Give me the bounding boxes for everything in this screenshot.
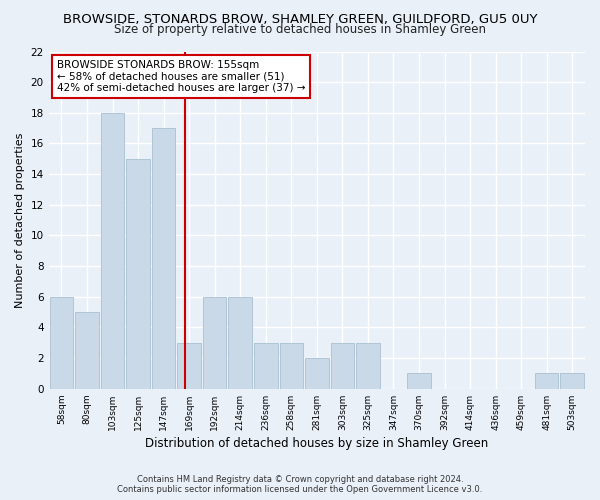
Text: BROWSIDE STONARDS BROW: 155sqm
← 58% of detached houses are smaller (51)
42% of : BROWSIDE STONARDS BROW: 155sqm ← 58% of … bbox=[57, 60, 305, 93]
Bar bbox=[331, 343, 354, 389]
Bar bbox=[280, 343, 303, 389]
Bar bbox=[152, 128, 175, 389]
Bar bbox=[50, 297, 73, 389]
Bar bbox=[560, 374, 584, 389]
Bar bbox=[203, 297, 226, 389]
Bar bbox=[407, 374, 431, 389]
Bar bbox=[305, 358, 329, 389]
Bar bbox=[101, 113, 124, 389]
Text: BROWSIDE, STONARDS BROW, SHAMLEY GREEN, GUILDFORD, GU5 0UY: BROWSIDE, STONARDS BROW, SHAMLEY GREEN, … bbox=[63, 12, 537, 26]
Bar bbox=[229, 297, 252, 389]
Text: Size of property relative to detached houses in Shamley Green: Size of property relative to detached ho… bbox=[114, 22, 486, 36]
X-axis label: Distribution of detached houses by size in Shamley Green: Distribution of detached houses by size … bbox=[145, 437, 488, 450]
Y-axis label: Number of detached properties: Number of detached properties bbox=[15, 132, 25, 308]
Bar bbox=[254, 343, 278, 389]
Bar bbox=[127, 159, 150, 389]
Bar bbox=[75, 312, 99, 389]
Bar bbox=[356, 343, 380, 389]
Bar bbox=[178, 343, 201, 389]
Text: Contains HM Land Registry data © Crown copyright and database right 2024.
Contai: Contains HM Land Registry data © Crown c… bbox=[118, 474, 482, 494]
Bar bbox=[535, 374, 559, 389]
